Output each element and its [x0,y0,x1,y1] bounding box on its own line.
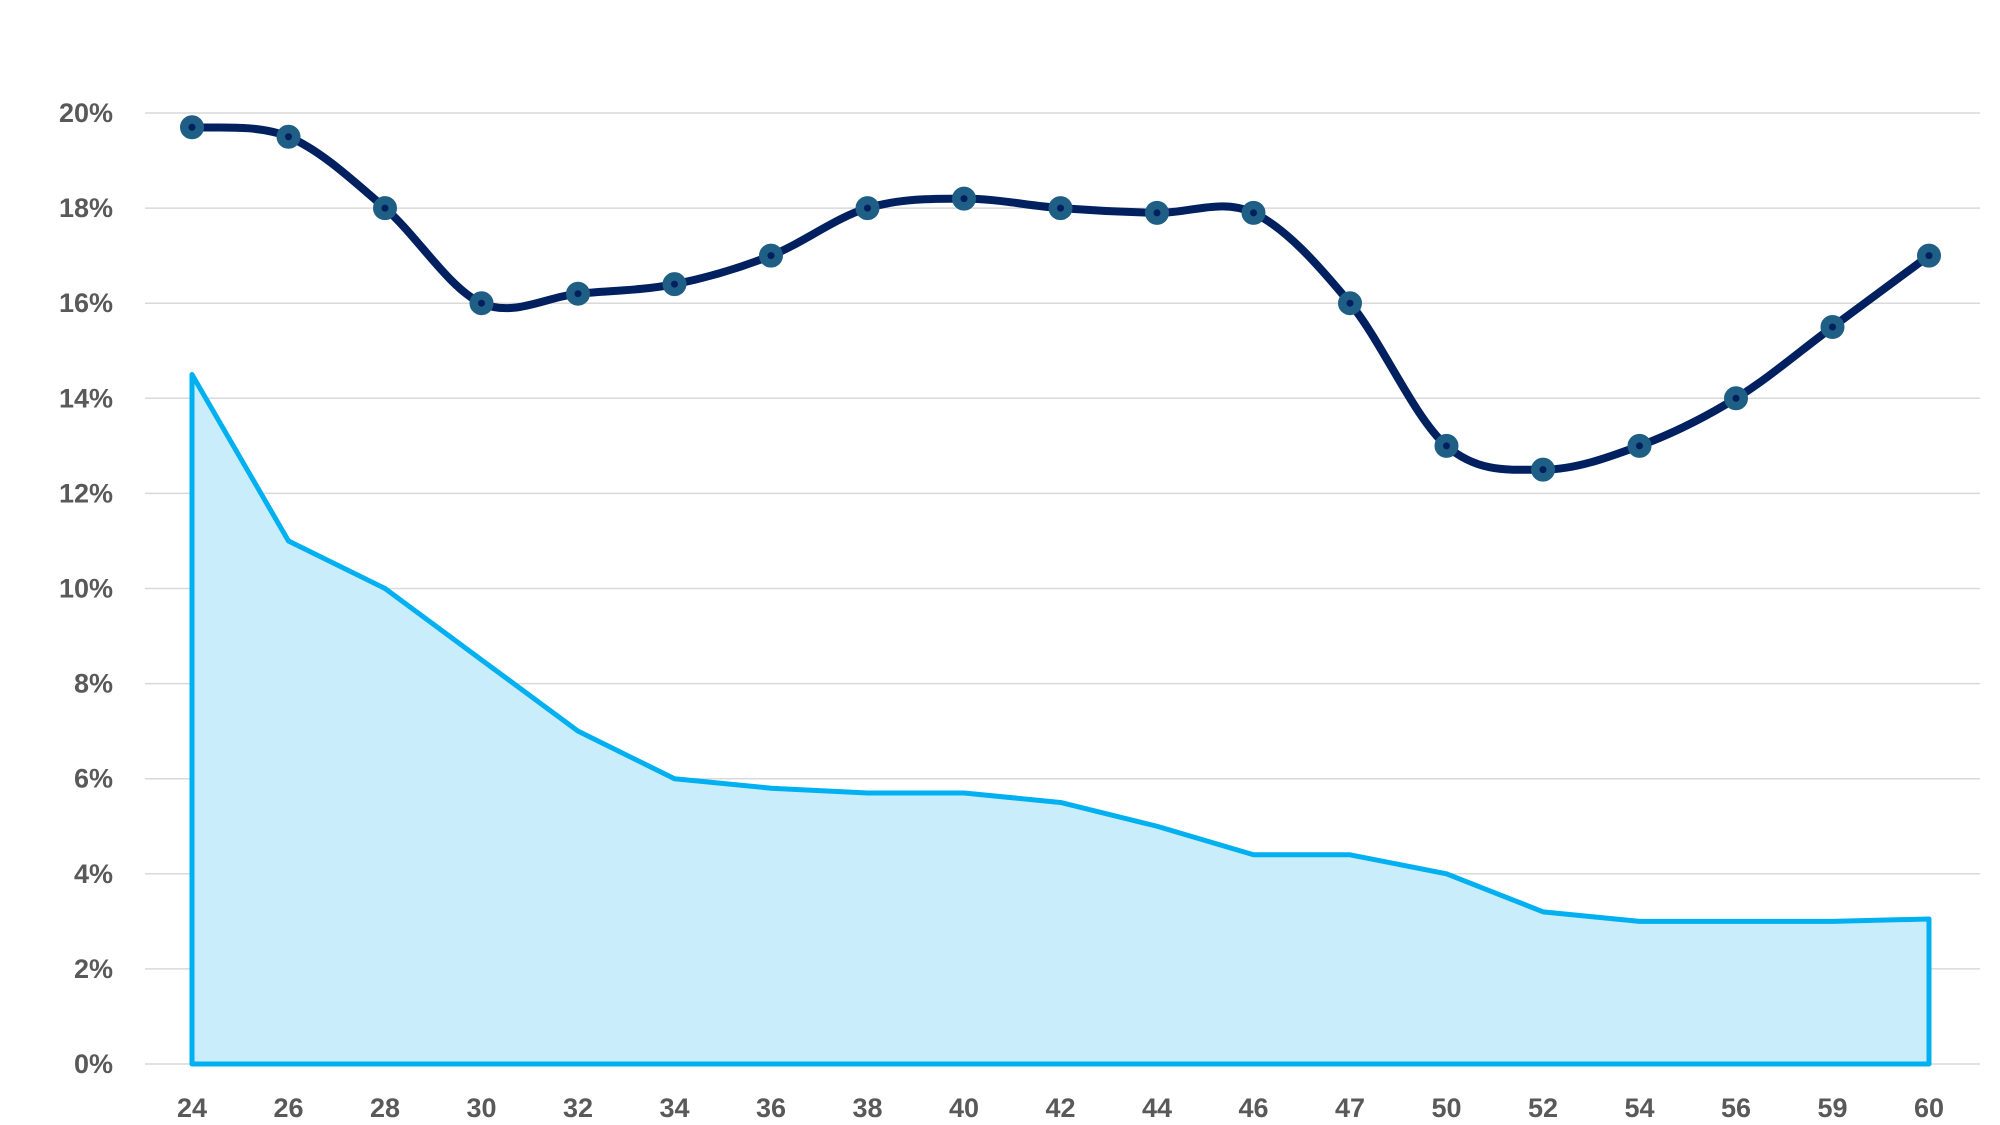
data-point-center [864,204,871,212]
x-axis-ticks: 24 26 28 30 32 34 36 38 40 42 44 46 47 50 52 54 56 59 60 [177,1093,1944,1123]
y-tick-label: 10% [59,574,113,604]
x-tick-label: 36 [756,1093,786,1123]
data-point-center [1732,394,1740,402]
data-point-center [1829,323,1836,331]
y-tick-label: 12% [59,478,113,508]
area-fill [189,372,1932,1067]
x-tick-label: 47 [1335,1093,1365,1123]
data-point-center [1925,252,1933,260]
data-point-center [1539,466,1547,474]
data-point-center [1153,209,1161,217]
x-tick-label: 42 [1045,1093,1075,1123]
x-tick-label: 30 [466,1093,496,1123]
x-tick-label: 46 [1238,1093,1268,1123]
data-point-center [574,290,582,298]
x-tick-label: 52 [1528,1093,1558,1123]
data-point-center [381,204,389,212]
data-point-center [285,133,292,141]
line-path [188,123,1933,474]
x-tick-label: 40 [949,1093,979,1123]
x-tick-label: 34 [659,1093,689,1123]
x-tick-label: 60 [1914,1093,1944,1123]
data-point-center [1636,442,1643,450]
data-point-center [1250,209,1257,217]
data-point-center [767,252,775,260]
data-point-center [960,195,968,203]
x-tick-label: 28 [370,1093,400,1123]
x-tick-label: 44 [1142,1093,1172,1123]
x-tick-label: 54 [1624,1093,1654,1123]
x-tick-label: 38 [852,1093,882,1123]
x-tick-label: 56 [1721,1093,1751,1123]
x-tick-label: 59 [1817,1093,1847,1123]
x-tick-label: 24 [177,1093,207,1123]
data-point-center [188,123,196,131]
y-tick-label: 0% [74,1049,113,1079]
y-axis-ticks: 0% 2% 4% 6% 8% 10% 12% 14% 16% 18% 20% [59,98,113,1079]
y-tick-label: 8% [74,669,113,699]
data-point-center [671,280,678,288]
x-tick-label: 26 [273,1093,303,1123]
data-point-center [1346,299,1354,307]
x-tick-label: 50 [1431,1093,1461,1123]
area-series [189,372,1932,1067]
data-point-center [1057,204,1064,212]
y-tick-label: 14% [59,383,113,413]
line-series [180,115,1941,482]
y-tick-label: 2% [74,954,113,984]
y-tick-label: 18% [59,193,113,223]
x-tick-label: 32 [563,1093,593,1123]
y-tick-label: 4% [74,859,113,889]
y-tick-label: 6% [74,764,113,794]
y-tick-label: 16% [59,288,113,318]
data-point-center [478,299,485,307]
y-tick-label: 20% [59,98,113,128]
data-point-center [1443,442,1450,450]
